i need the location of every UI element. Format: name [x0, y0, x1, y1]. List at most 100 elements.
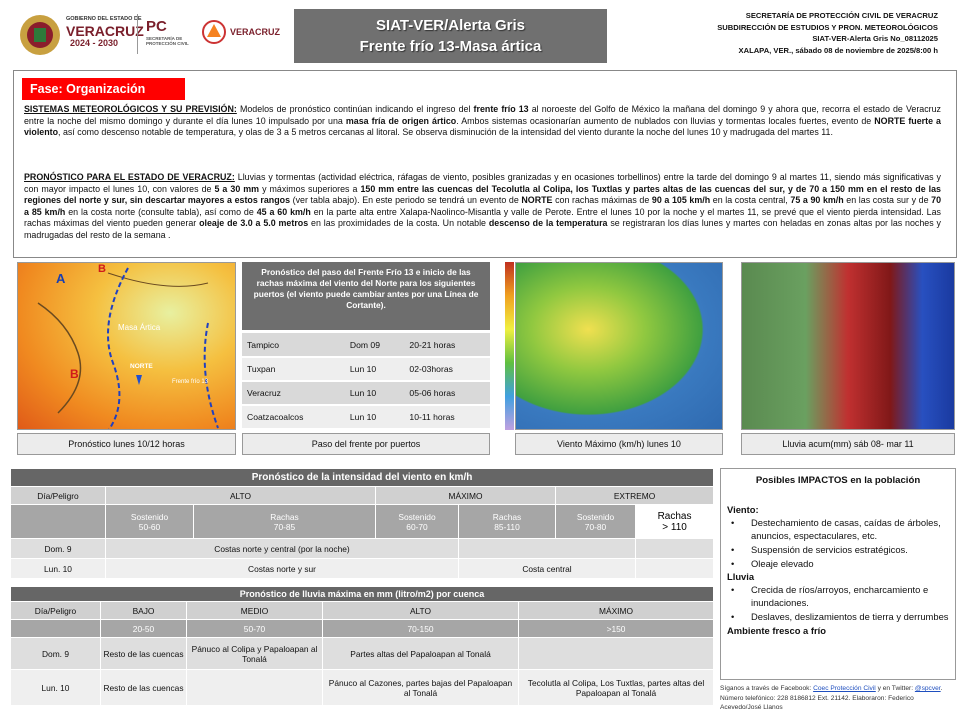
- logo-text: PC: [146, 18, 167, 35]
- agency-block: SECRETARÍA DE PROTECCIÓN CIVIL DE VERACR…: [717, 10, 938, 56]
- paragraph: SISTEMAS METEOROLÓGICOS Y SU PREVISIÓN: …: [24, 104, 941, 139]
- text-run: masa fría de origen ártico: [345, 115, 457, 126]
- port: Tampico: [242, 333, 345, 358]
- port-time: 05-06 horas: [404, 381, 490, 406]
- text-run: en la costa norte (consulte tabla), así …: [65, 206, 257, 217]
- sub-header: Rachas 85-110: [458, 504, 556, 539]
- text-run: NORTE: [521, 195, 553, 206]
- text-run: 5 a 30 mm: [214, 183, 260, 194]
- caption: Lluvia acum(mm) sáb 08- mar 11: [741, 433, 955, 455]
- cell: Costas norte y central (por la noche): [105, 538, 459, 559]
- ports-title: Pronóstico del paso del Frente Frío 13 e…: [242, 262, 490, 330]
- logo-text: 2024 - 2030: [70, 38, 119, 48]
- col-header: EXTREMO: [554, 486, 715, 505]
- text-run: 70 a 85 km/h: [24, 195, 942, 217]
- port-day: Lun 10: [344, 405, 405, 430]
- footer: Síganos a través de Facebook: Coec Prote…: [720, 684, 956, 713]
- ports-row: Tuxpan Lun 10 02-03horas: [242, 357, 490, 382]
- text-run: en la costa central,: [710, 195, 791, 206]
- impacts-box: Posibles IMPACTOS en la población Viento…: [720, 468, 956, 680]
- impacts-heading: Viento:: [727, 504, 759, 515]
- sub-header: Sostenido 50-60: [105, 504, 194, 539]
- text-run: Modelos de pronóstico continúan indicand…: [236, 104, 474, 114]
- logo-text: VERACRUZ: [230, 27, 281, 37]
- text-run: Lluvias y tormentas (actividad eléctrica…: [24, 172, 941, 194]
- row-day: Dom. 9: [10, 538, 106, 559]
- paragraph: PRONÓSTICO PARA EL ESTADO DE VERACRUZ: L…: [24, 172, 941, 242]
- port-day: Lun 10: [344, 381, 405, 406]
- port-time: 10-11 horas: [404, 405, 490, 430]
- text-run: (ver tabla abajo). En este periodo se te…: [290, 195, 522, 206]
- port-time: 02-03horas: [404, 357, 490, 382]
- logo-text: SECRETARÍA DE PROTECCIÓN CIVIL: [146, 36, 189, 46]
- port-day: Dom 09: [344, 333, 405, 358]
- map-label: Masa Ártica: [118, 323, 161, 332]
- impacts-title: Posibles IMPACTOS en la población: [755, 475, 921, 486]
- map-label: B: [98, 263, 106, 275]
- wind-map: [515, 262, 723, 430]
- ports-panel: Pronóstico del paso del Frente Frío 13 e…: [242, 262, 490, 430]
- sub-header: Sostenido 70-80: [555, 504, 636, 539]
- synoptic-map: A B B Masa Ártica NORTE Frente frío 13: [17, 262, 236, 430]
- port: Veracruz: [242, 381, 345, 406]
- port-day: Lun 10: [344, 357, 405, 382]
- cell: Pánuco al Cazones, partes bajas del Papa…: [322, 669, 519, 706]
- cell: Tecolutla al Colipa, Los Tuxtlas, partes…: [517, 669, 715, 706]
- color-scale: [505, 262, 514, 430]
- port-time: 20-21 horas: [404, 333, 490, 358]
- rain-map: [741, 262, 955, 430]
- text-run: en las costa sur y de: [843, 195, 932, 206]
- text-run: . Ambos sistemas ocasionarían aumento de…: [456, 115, 875, 126]
- title: SIAT-VER/Alerta Gris: [376, 17, 525, 34]
- sub-header: Sostenido 60-70: [375, 504, 459, 539]
- text-run: , así como descenso notable de temperatu…: [58, 127, 833, 138]
- caption: Pronóstico lunes 10/12 horas: [17, 433, 236, 455]
- impacts-list: Destechamiento de casas, caídas de árbol…: [727, 516, 949, 570]
- agency-line: SUBDIRECCIÓN DE ESTUDIOS Y PRON. METEORO…: [717, 22, 938, 32]
- text-run: NORTE fuerte a violento: [24, 115, 941, 138]
- impact-item: Oleaje elevado: [731, 557, 949, 570]
- range: >150: [517, 619, 715, 638]
- link: Coec Protección Civil: [813, 685, 876, 692]
- ports-row: Veracruz Lun 10 05-06 horas: [242, 381, 490, 406]
- rain-table: Pronóstico de lluvia máxima en mm (litro…: [9, 586, 715, 706]
- col-header: Día/Peligro: [10, 601, 101, 620]
- map-label: B: [70, 367, 79, 381]
- text-run: Síganos a través de Facebook:: [720, 685, 814, 692]
- col-header: ALTO: [322, 601, 519, 620]
- logo-text: VERACRUZ: [66, 23, 144, 39]
- row-day: Lun. 10: [10, 669, 101, 706]
- cell: Resto de las cuencas: [100, 669, 187, 706]
- text-run: . Número telefónico: 228 8186812 Ext. 21…: [720, 685, 943, 711]
- cell: Partes altas del Papaloapan al Tonalá: [322, 637, 519, 670]
- link: @spcver: [914, 685, 941, 692]
- range: 20-50: [100, 619, 187, 638]
- text-run: descenso de la temperatura: [488, 218, 608, 229]
- wind-table: Pronóstico de la intensidad del viento e…: [9, 468, 715, 579]
- text-run: se registraran los días lunes y martes c…: [24, 218, 941, 240]
- text-run: 90 a 105 km/h: [651, 195, 711, 206]
- text-run: frente frío 13: [473, 104, 529, 114]
- map-label: Frente frío 13: [172, 379, 209, 385]
- caption: Viento Máximo (km/h) lunes 10: [515, 433, 723, 455]
- caption: Paso del frente por puertos: [242, 433, 490, 455]
- impact-item: Destechamiento de casas, caídas de árbol…: [731, 516, 949, 542]
- divider: [137, 14, 138, 54]
- text-run: en las proximidades de la costa. Un nota…: [308, 218, 489, 229]
- range: 50-70: [186, 619, 323, 638]
- impacts-closing: Ambiente fresco a frío: [727, 625, 826, 636]
- text-run: 150 mm entre las cuencas del Tecolutla a…: [24, 183, 941, 206]
- ports-row: Tampico Dom 09 20-21 horas: [242, 333, 490, 358]
- title-box: SIAT-VER/Alerta Gris Frente frío 13-Masa…: [294, 9, 607, 63]
- col-header: BAJO: [100, 601, 187, 620]
- map-label: A: [56, 271, 66, 286]
- row-day: Lun. 10: [10, 558, 106, 579]
- text-run: SISTEMAS METEOROLÓGICOS Y SU PREVISIÓN:: [24, 104, 237, 114]
- agency-line: SIAT-VER-Alerta Gris No_08112025: [812, 34, 938, 43]
- impact-item: Crecida de ríos/arroyos, encharcamiento …: [731, 583, 949, 609]
- impact-item: Deslaves, deslizamientos de tierra y der…: [731, 610, 949, 623]
- front-lines: [37, 267, 219, 429]
- col-header: ALTO: [105, 486, 376, 505]
- impacts-heading: Lluvia: [727, 571, 755, 582]
